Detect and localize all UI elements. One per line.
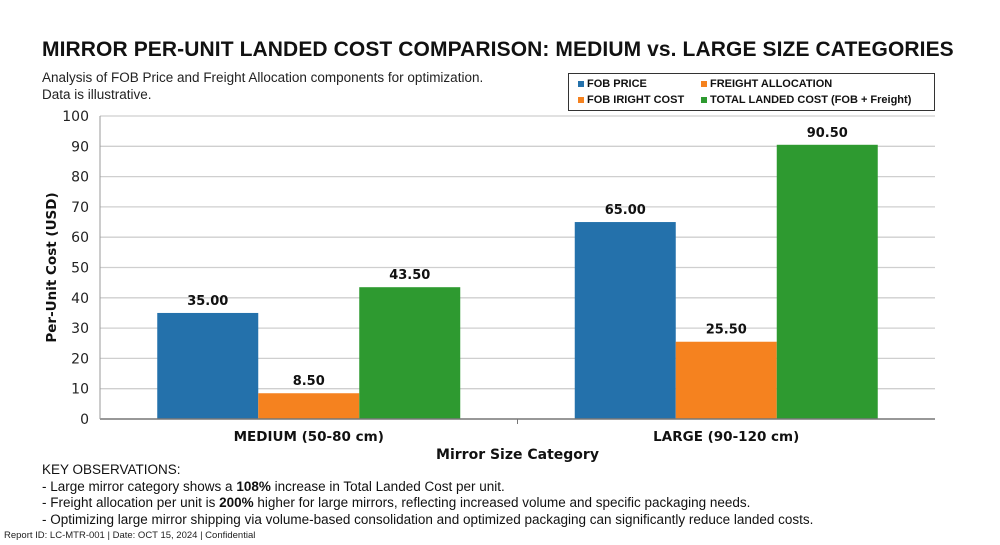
x-tick-label: LARGE (90-120 cm): [653, 429, 799, 445]
legend-item-total-landed-cost: TOTAL LANDED COST (FOB + Freight): [701, 94, 911, 106]
x-axis-label: Mirror Size Category: [436, 447, 599, 463]
bars: [157, 144, 878, 419]
legend-item-fob-price: FOB PRICE: [578, 78, 647, 90]
y-tick-label: 20: [71, 351, 89, 367]
legend-label: FREIGHT ALLOCATION: [710, 78, 833, 90]
y-tick-label: 80: [71, 170, 89, 186]
bar-labels: 35.00 8.50 43.50 65.00 25.50 90.50: [187, 126, 848, 389]
legend-swatch: [578, 97, 584, 103]
observations-heading: KEY OBSERVATIONS:: [42, 462, 181, 477]
y-tick-label: 40: [71, 291, 89, 307]
bar-chart: 0 10 20 30 40 50 60 70 80 90 100 35.00 8.50 43.50 65.…: [44, 109, 935, 463]
bar-value-label: 35.00: [187, 294, 228, 309]
y-tick-label: 30: [71, 321, 89, 337]
bar-value-label: 8.50: [293, 374, 325, 389]
legend-label: FOB PRICE: [587, 78, 647, 90]
legend-label: TOTAL LANDED COST (FOB + Freight): [710, 94, 912, 106]
y-tick-label: 0: [80, 412, 89, 428]
legend-swatch: [578, 81, 584, 87]
y-tick-label: 90: [71, 139, 89, 155]
bar-value-label: 43.50: [389, 268, 430, 283]
chart-subtitle: Analysis of FOB Price and Freight Alloca…: [42, 69, 562, 103]
bar-value-label: 90.50: [807, 126, 848, 141]
y-tick-label: 100: [62, 109, 89, 125]
bar-total-landed-cost-fob-freight: [776, 144, 878, 419]
chart-title: MIRROR PER-UNIT LANDED COST COMPARISON: …: [42, 38, 954, 61]
observation-item: - Optimizing large mirror shipping via v…: [42, 511, 814, 527]
y-tick-label: 60: [71, 230, 89, 246]
legend-item-freight-allocation: FREIGHT ALLOCATION: [701, 78, 832, 90]
y-tick-label: 70: [71, 200, 89, 216]
observation-item: - Freight allocation per unit is 200% hi…: [42, 495, 751, 510]
bar-freight-allocation: [675, 341, 777, 419]
bar-fob-price: [157, 312, 259, 419]
bar-value-label: 25.50: [706, 323, 747, 338]
bar-total-landed-cost-fob-freight: [359, 287, 461, 419]
legend-swatch: [701, 81, 707, 87]
bar-freight-allocation: [258, 393, 360, 419]
y-tick-label: 10: [71, 382, 89, 398]
subtitle-line: Data is illustrative.: [42, 87, 152, 102]
y-tick-label: 50: [71, 261, 89, 277]
legend-swatch: [701, 97, 707, 103]
subtitle-line: Analysis of FOB Price and Freight Alloca…: [42, 70, 484, 85]
legend-item-fob-iright-cost: FOB IRIGHT COST: [578, 94, 684, 106]
bar-fob-price: [574, 222, 676, 419]
x-tick-label: MEDIUM (50-80 cm): [234, 429, 384, 445]
y-axis-ticks: 0 10 20 30 40 50 60 70 80 90 100: [62, 109, 89, 428]
x-axis-ticks: MEDIUM (50-80 cm) LARGE (90-120 cm): [234, 419, 799, 445]
chart-legend: FOB PRICE FREIGHT ALLOCATION FOB IRIGHT …: [568, 73, 935, 111]
legend-label: FOB IRIGHT COST: [587, 94, 685, 106]
y-axis-label: Per-Unit Cost (USD): [44, 192, 60, 342]
bar-value-label: 65.00: [605, 203, 646, 218]
report-footer: Report ID: LC-MTR-001 | Date: OCT 15, 20…: [4, 530, 256, 541]
key-observations: KEY OBSERVATIONS: - Large mirror categor…: [42, 462, 813, 528]
observation-item: - Large mirror category shows a 108% inc…: [42, 478, 505, 494]
